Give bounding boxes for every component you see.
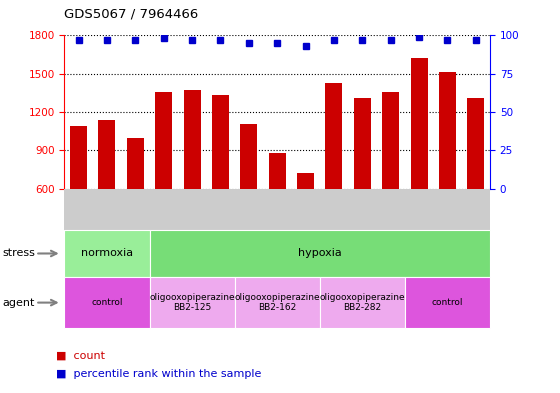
Bar [439, 72, 456, 189]
Bar [467, 98, 484, 189]
Bar [70, 126, 87, 189]
Text: control: control [91, 298, 123, 307]
Bar [325, 83, 343, 189]
Bar [127, 138, 144, 189]
Text: oligooxopiperazine
BB2-162: oligooxopiperazine BB2-162 [235, 293, 320, 312]
Bar [99, 119, 115, 189]
Bar [240, 123, 258, 189]
Bar [184, 90, 200, 189]
Text: ■  count: ■ count [56, 351, 105, 361]
Bar [354, 98, 371, 189]
Bar [212, 95, 229, 189]
Text: control: control [432, 298, 463, 307]
Text: normoxia: normoxia [81, 248, 133, 259]
Text: hypoxia: hypoxia [298, 248, 342, 259]
Bar [382, 92, 399, 189]
Bar [297, 173, 314, 189]
Bar [269, 153, 286, 189]
Text: oligooxopiperazine
BB2-125: oligooxopiperazine BB2-125 [150, 293, 235, 312]
Bar [155, 92, 172, 189]
Text: agent: agent [3, 298, 35, 308]
Bar [410, 58, 428, 189]
Text: stress: stress [3, 248, 36, 259]
Text: ■  percentile rank within the sample: ■ percentile rank within the sample [56, 369, 262, 379]
Text: oligooxopiperazine
BB2-282: oligooxopiperazine BB2-282 [320, 293, 405, 312]
Text: GDS5067 / 7964466: GDS5067 / 7964466 [64, 7, 199, 20]
